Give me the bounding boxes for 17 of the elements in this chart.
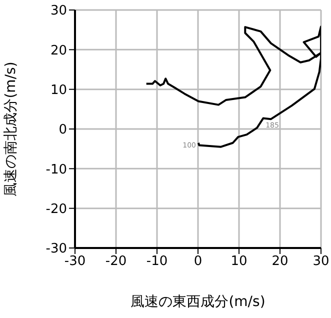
- y-tick-label: 0: [58, 122, 67, 138]
- x-axis-title: 風速の東西成分(m/s): [130, 294, 266, 310]
- x-tick-label: 20: [272, 254, 288, 270]
- y-tick-label: 10: [50, 82, 67, 98]
- x-tick-label: -20: [105, 254, 127, 270]
- x-tick-label: 10: [230, 254, 248, 270]
- y-axis-title: 風速の南北成分(m/s): [2, 62, 19, 196]
- x-tick-label: 0: [194, 254, 202, 270]
- x-tick-label: -30: [64, 254, 86, 270]
- x-tick-label: 30: [312, 254, 330, 270]
- x-tick-label: -10: [146, 254, 168, 270]
- y-tick-label: 20: [50, 43, 67, 58]
- y-tick-label: 30: [50, 4, 67, 19]
- y-tick-label: -30: [46, 242, 67, 257]
- y-tick-label: -10: [46, 162, 67, 178]
- y-tick-label: -20: [46, 202, 67, 217]
- line-series: [145, 26, 321, 148]
